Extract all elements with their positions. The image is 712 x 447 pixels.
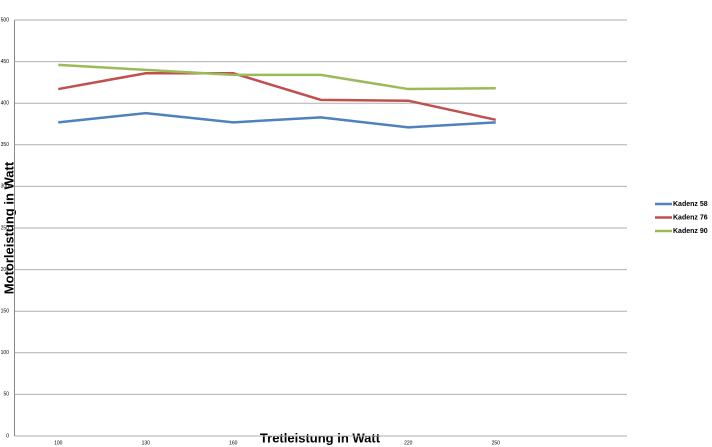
series-line: [58, 63, 496, 91]
y-tick-label: 200: [1, 267, 10, 273]
x-tick-label: 130: [142, 440, 151, 446]
y-axis-label: Motorleistung in Watt: [1, 161, 16, 294]
series-line: [58, 111, 496, 129]
y-tick-label: 500: [1, 17, 10, 23]
y-tick-label: 400: [1, 101, 10, 107]
legend-label: Kadenz 76: [673, 214, 708, 221]
y-tick-label: 150: [1, 309, 10, 315]
y-tick-label: 250: [1, 225, 10, 231]
legend-label: Kadenz 58: [673, 201, 708, 208]
y-tick-label: 300: [1, 184, 10, 190]
y-tick-label: 100: [1, 350, 10, 356]
x-tick-label: 250: [492, 440, 501, 446]
x-tick-label: 220: [404, 440, 413, 446]
x-tick-label: 100: [54, 440, 63, 446]
y-tick-label: 50: [3, 392, 9, 398]
legend-label: Kadenz 90: [673, 228, 708, 235]
y-tick-label: 0: [6, 433, 9, 439]
x-axis-label: Tretleistung in Watt: [260, 430, 381, 445]
y-tick-label: 450: [1, 59, 10, 65]
series-line: [58, 71, 497, 122]
x-tick-label: 160: [229, 440, 238, 446]
plot: 0 50 100 150 200 250 300 350 400 450 500 100 130 160 2…: [1, 17, 708, 446]
y-tick-label: 350: [1, 142, 10, 148]
